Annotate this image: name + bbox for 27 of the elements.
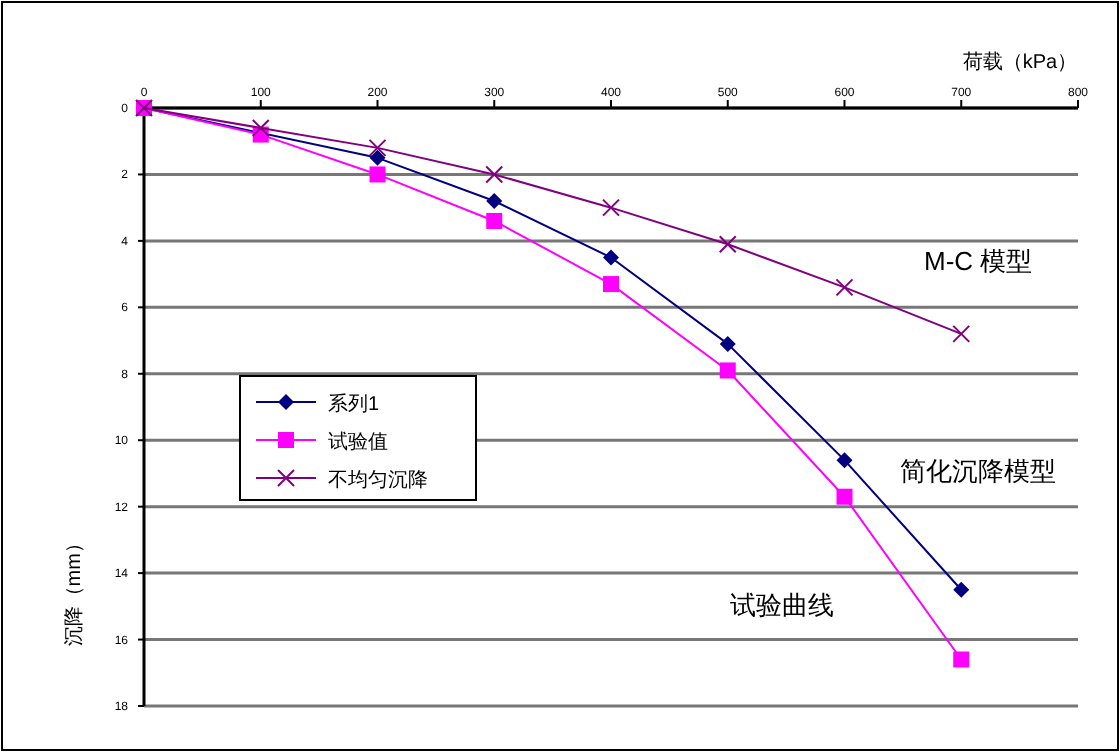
point bbox=[952, 324, 971, 343]
point bbox=[836, 452, 853, 469]
point bbox=[719, 362, 736, 379]
point bbox=[603, 249, 619, 266]
point bbox=[486, 212, 503, 229]
point bbox=[602, 198, 620, 217]
point bbox=[368, 138, 387, 157]
legend-label: 系列1 bbox=[328, 392, 380, 416]
y-axis-title: 沉降（mm） bbox=[62, 533, 86, 647]
x-axis-title: 荷载（kPa） bbox=[962, 50, 1078, 74]
point bbox=[719, 335, 736, 352]
point bbox=[718, 235, 737, 254]
point bbox=[953, 581, 970, 598]
annotation: 试验曲线 bbox=[730, 590, 834, 620]
point bbox=[603, 276, 619, 293]
legend-label: 试验值 bbox=[328, 430, 388, 454]
point bbox=[953, 651, 970, 668]
point bbox=[835, 278, 854, 297]
annotation: M-C 模型 bbox=[924, 246, 1033, 276]
legend-label: 不均匀沉降 bbox=[328, 468, 428, 492]
point bbox=[369, 149, 386, 166]
point bbox=[251, 118, 270, 137]
point bbox=[836, 488, 853, 505]
annotation: 简化沉降模型 bbox=[900, 456, 1056, 486]
point bbox=[486, 193, 503, 210]
point bbox=[369, 166, 386, 183]
point bbox=[485, 165, 504, 184]
